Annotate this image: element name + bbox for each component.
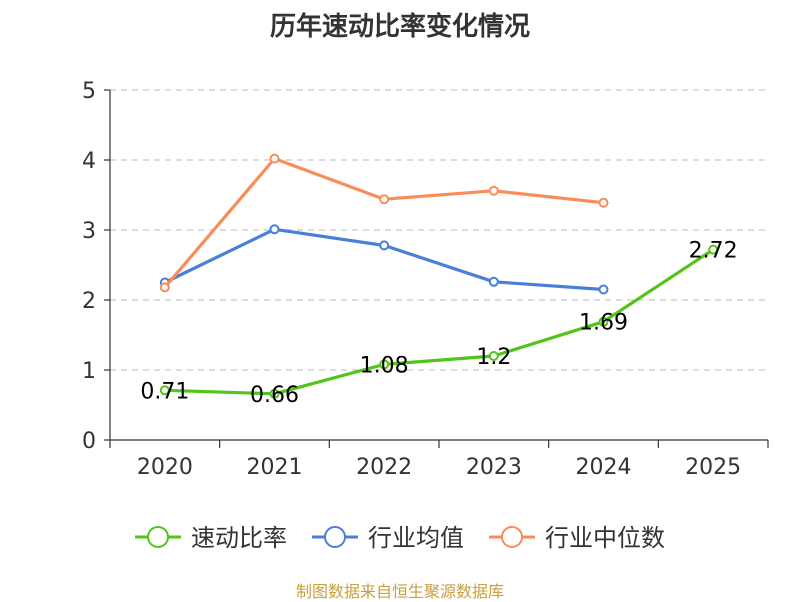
data-label-layer: 0.71 0.66 1.08 1.2 1.69 2.72 [140,239,737,408]
y-tick-label: 2 [82,289,96,314]
legend-label: 行业均值 [368,524,464,552]
data-label: 1.69 [579,311,628,336]
legend-item[interactable]: 速动比率 [135,524,287,552]
data-point [379,359,390,370]
x-tick-label: 2023 [466,455,522,480]
data-point [269,224,280,235]
legend-item[interactable]: 行业中位数 [489,524,665,552]
data-label: 2.72 [689,239,738,264]
data-point [598,197,609,208]
legend-item[interactable]: 行业均值 [312,524,464,552]
y-tick-label: 1 [82,359,96,384]
legend-swatch-marker [147,526,169,548]
source-note: 制图数据来自恒生聚源数据库 [295,582,504,601]
data-point [488,185,499,196]
x-tick-label: 2024 [576,455,632,480]
y-tick-label: 4 [82,149,96,174]
data-point [708,244,719,255]
chart-title: 历年速动比率变化情况 [269,12,530,42]
legend-label: 速动比率 [191,524,287,552]
data-point [159,282,170,293]
data-label: 1.08 [360,353,409,378]
data-point [269,388,280,399]
data-point [598,284,609,295]
axis-layer: 0 1 2 3 4 5 2020 2021 2022 2023 2024 2025 [82,79,769,480]
legend[interactable]: 速动比率 行业均值 行业中位数 [135,524,665,552]
y-tick-label: 5 [82,79,96,104]
x-tick-label: 2021 [247,455,303,480]
data-point [598,316,609,327]
data-label: 0.71 [140,379,189,404]
series-line [163,227,606,292]
legend-swatch-marker [501,526,523,548]
data-point [159,385,170,396]
data-point [379,240,390,251]
legend-label: 行业中位数 [545,524,665,552]
series-line [163,157,606,289]
x-tick-label: 2025 [685,455,741,480]
x-tick-label: 2022 [356,455,412,480]
data-point [488,276,499,287]
grid-layer [110,89,768,371]
series-line [163,248,715,396]
y-tick-label: 0 [82,429,96,454]
data-label: 0.66 [250,383,299,408]
data-point [379,194,390,205]
series-layer [159,153,719,399]
y-tick-label: 3 [82,219,96,244]
x-tick-label: 2020 [137,455,193,480]
data-label: 1.2 [476,345,511,370]
data-point [488,351,499,361]
data-point [269,153,280,164]
legend-swatch-marker [324,526,346,548]
